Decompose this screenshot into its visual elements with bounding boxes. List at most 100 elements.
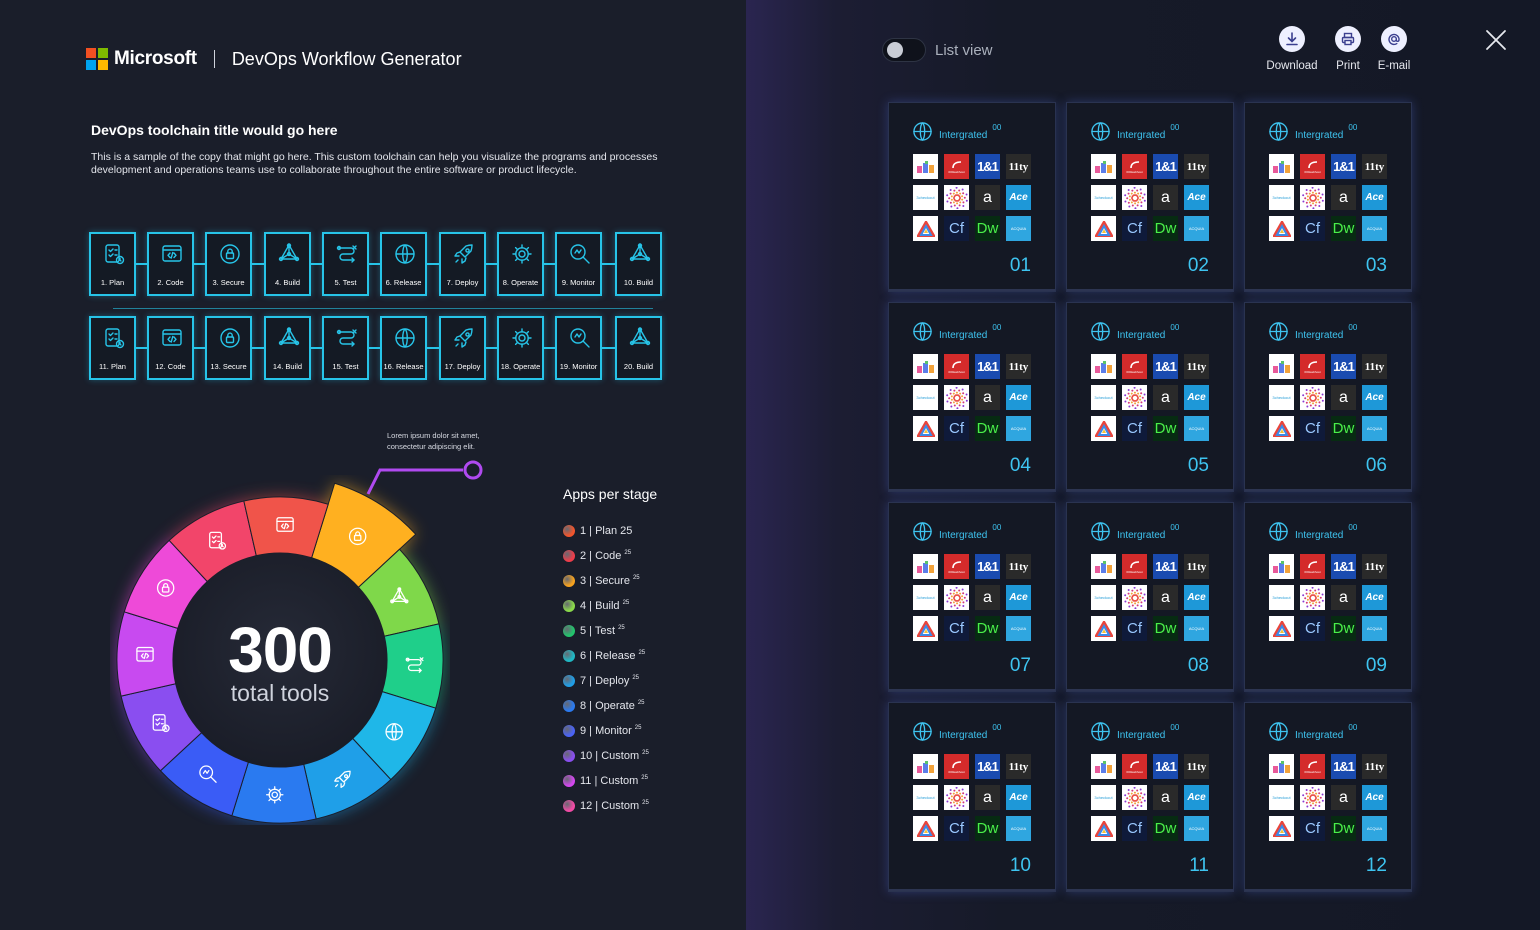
app-logo-tile[interactable]: Dw	[1331, 816, 1356, 841]
app-logo-tile[interactable]	[913, 816, 938, 841]
app-logo-tile[interactable]	[913, 616, 938, 641]
app-logo-tile[interactable]	[944, 185, 969, 210]
stage-build[interactable]: 4. Build	[264, 232, 311, 296]
app-logo-tile[interactable]: ACQUIA	[1184, 816, 1209, 841]
app-logo-tile[interactable]: 11ty	[1184, 754, 1209, 779]
app-logo-tile[interactable]: 1&1	[1331, 754, 1356, 779]
app-logo-tile[interactable]: 3checkout	[1269, 785, 1294, 810]
app-logo-tile[interactable]: Dw	[975, 816, 1000, 841]
app-logo-tile[interactable]: Cf	[1300, 816, 1325, 841]
app-logo-tile[interactable]: 1&1	[1331, 354, 1356, 379]
app-logo-tile[interactable]	[1269, 216, 1294, 241]
app-logo-tile[interactable]: Ace	[1006, 385, 1031, 410]
app-logo-tile[interactable]: ACQUIA	[1184, 616, 1209, 641]
app-logo-tile[interactable]: 3checkout	[913, 585, 938, 610]
app-logo-tile[interactable]: 11ty	[1184, 354, 1209, 379]
app-logo-tile[interactable]: 000webhost	[944, 754, 969, 779]
app-logo-tile[interactable]: 1&1	[975, 554, 1000, 579]
app-logo-tile[interactable]: 1&1	[975, 354, 1000, 379]
app-logo-tile[interactable]: Ace	[1006, 185, 1031, 210]
app-logo-tile[interactable]: Cf	[1300, 416, 1325, 441]
stage-operate[interactable]: 8. Operate	[497, 232, 544, 296]
app-logo-tile[interactable]: a	[975, 785, 1000, 810]
app-logo-tile[interactable]: Cf	[944, 216, 969, 241]
app-logo-tile[interactable]	[1269, 154, 1294, 179]
stage-release[interactable]: 6. Release	[380, 232, 427, 296]
stage-build[interactable]: 20. Build	[615, 316, 662, 380]
app-logo-tile[interactable]: Ace	[1006, 585, 1031, 610]
app-logo-tile[interactable]: 000webhost	[1300, 154, 1325, 179]
close-icon[interactable]	[1484, 28, 1508, 52]
app-logo-tile[interactable]	[1269, 754, 1294, 779]
app-logo-tile[interactable]: Dw	[1331, 216, 1356, 241]
app-logo-tile[interactable]: Dw	[975, 416, 1000, 441]
app-logo-tile[interactable]: Ace	[1362, 385, 1387, 410]
toolchain-card[interactable]: Intergrated 00 000webhost 1&1 11ty 3checkou…	[1244, 502, 1412, 692]
app-logo-tile[interactable]	[1091, 416, 1116, 441]
app-logo-tile[interactable]: ACQUIA	[1006, 216, 1031, 241]
app-logo-tile[interactable]: 11ty	[1362, 754, 1387, 779]
app-logo-tile[interactable]: 11ty	[1362, 154, 1387, 179]
app-logo-tile[interactable]: Ace	[1362, 185, 1387, 210]
app-logo-tile[interactable]: Dw	[1153, 616, 1178, 641]
app-logo-tile[interactable]: ACQUIA	[1184, 416, 1209, 441]
app-logo-tile[interactable]: Dw	[1331, 416, 1356, 441]
app-logo-tile[interactable]	[1091, 754, 1116, 779]
app-logo-tile[interactable]	[1091, 816, 1116, 841]
app-logo-tile[interactable]: 3checkout	[1091, 385, 1116, 410]
download-button[interactable]: Download	[1262, 26, 1322, 72]
app-logo-tile[interactable]	[1300, 585, 1325, 610]
app-logo-tile[interactable]: 000webhost	[1122, 354, 1147, 379]
app-logo-tile[interactable]: 000webhost	[1300, 754, 1325, 779]
app-logo-tile[interactable]: Cf	[1300, 616, 1325, 641]
stage-monitor[interactable]: 19. Monitor	[555, 316, 602, 380]
app-logo-tile[interactable]: Cf	[1122, 816, 1147, 841]
app-logo-tile[interactable]	[1269, 554, 1294, 579]
app-logo-tile[interactable]: 11ty	[1184, 154, 1209, 179]
app-logo-tile[interactable]	[944, 385, 969, 410]
toolchain-card[interactable]: Intergrated 00 000webhost 1&1 11ty 3checkou…	[1066, 702, 1234, 892]
app-logo-tile[interactable]: Cf	[1122, 416, 1147, 441]
app-logo-tile[interactable]: 3checkout	[1091, 185, 1116, 210]
app-logo-tile[interactable]: Ace	[1184, 585, 1209, 610]
stage-test[interactable]: 15. Test	[322, 316, 369, 380]
stage-operate[interactable]: 18. Operate	[497, 316, 544, 380]
app-logo-tile[interactable]: a	[1153, 185, 1178, 210]
app-logo-tile[interactable]	[1300, 785, 1325, 810]
app-logo-tile[interactable]: 3checkout	[1269, 585, 1294, 610]
app-logo-tile[interactable]: 3checkout	[1091, 585, 1116, 610]
app-logo-tile[interactable]: 1&1	[1331, 154, 1356, 179]
app-logo-tile[interactable]: 3checkout	[913, 385, 938, 410]
email-button[interactable]: E-mail	[1374, 26, 1414, 72]
app-logo-tile[interactable]: 3checkout	[1269, 185, 1294, 210]
app-logo-tile[interactable]: a	[1153, 785, 1178, 810]
app-logo-tile[interactable]: 000webhost	[1300, 354, 1325, 379]
app-logo-tile[interactable]: ACQUIA	[1362, 616, 1387, 641]
app-logo-tile[interactable]	[944, 585, 969, 610]
toolchain-card[interactable]: Intergrated 00 000webhost 1&1 11ty 3checkou…	[1244, 702, 1412, 892]
app-logo-tile[interactable]: 1&1	[1153, 154, 1178, 179]
app-logo-tile[interactable]: Dw	[975, 616, 1000, 641]
app-logo-tile[interactable]	[1300, 385, 1325, 410]
app-logo-tile[interactable]: Ace	[1184, 785, 1209, 810]
app-logo-tile[interactable]: 11ty	[1184, 554, 1209, 579]
app-logo-tile[interactable]: Cf	[944, 816, 969, 841]
app-logo-tile[interactable]	[1269, 816, 1294, 841]
app-logo-tile[interactable]: 1&1	[1153, 754, 1178, 779]
app-logo-tile[interactable]: Ace	[1006, 785, 1031, 810]
app-logo-tile[interactable]: Dw	[975, 216, 1000, 241]
app-logo-tile[interactable]: ACQUIA	[1006, 616, 1031, 641]
app-logo-tile[interactable]	[1091, 154, 1116, 179]
app-logo-tile[interactable]: Dw	[1153, 416, 1178, 441]
stage-build[interactable]: 10. Build	[615, 232, 662, 296]
app-logo-tile[interactable]: a	[1153, 385, 1178, 410]
app-logo-tile[interactable]: Cf	[1300, 216, 1325, 241]
app-logo-tile[interactable]: 11ty	[1362, 354, 1387, 379]
stage-deploy[interactable]: 17. Deploy	[439, 316, 486, 380]
app-logo-tile[interactable]	[1300, 185, 1325, 210]
stage-plan[interactable]: 11. Plan	[89, 316, 136, 380]
toolchain-card[interactable]: Intergrated 00 000webhost 1&1 11ty 3checkou…	[1066, 302, 1234, 492]
app-logo-tile[interactable]: a	[975, 385, 1000, 410]
app-logo-tile[interactable]: a	[1331, 585, 1356, 610]
stage-release[interactable]: 16. Release	[380, 316, 427, 380]
